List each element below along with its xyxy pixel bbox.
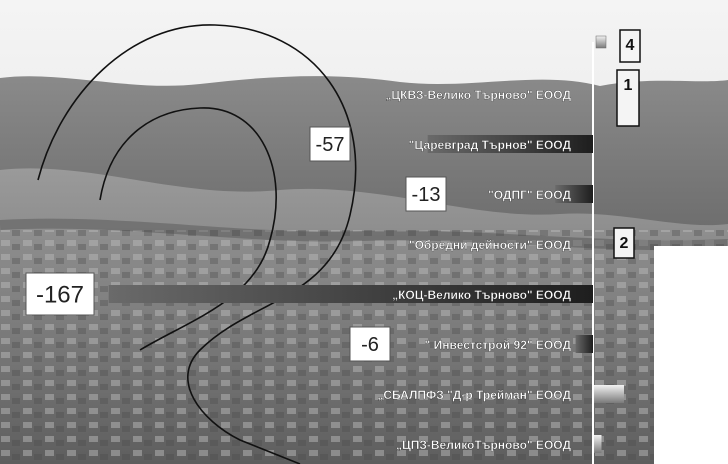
callout-labels: 4 1 2 — [595, 29, 641, 259]
category-label-7: „ЦПЗ-ВеликоТърново" ЕООД — [396, 438, 571, 452]
value-label-1: -57 — [316, 134, 345, 156]
white-panel — [654, 246, 728, 464]
value-label-2: -13 — [412, 184, 441, 206]
value-label-box-2 — [405, 176, 447, 212]
category-label-6: „СБАЛПФЗ "Д-р Трейман" ЕООД — [377, 388, 571, 402]
callout-label-0: 4 — [626, 37, 635, 54]
small-marker — [595, 35, 607, 49]
bar-4 — [108, 285, 593, 303]
callout-box-0 — [619, 29, 641, 63]
bar-2 — [555, 185, 593, 203]
callout-label-2: 2 — [620, 235, 629, 252]
category-label-5: " Инвестстрой 92" ЕООД — [425, 338, 572, 352]
category-labels: „ЦКВЗ-Велико Търново" ЕООД "Царевград Тър… — [377, 88, 571, 452]
value-label-box-4 — [25, 272, 95, 316]
callout-box-1 — [616, 69, 640, 127]
value-label-box-5 — [349, 326, 391, 362]
bar-6 — [594, 385, 624, 403]
value-labels: -57 -13 -167 -6 — [25, 126, 447, 362]
bar-5 — [575, 335, 593, 353]
category-label-3: "Обредни дейности" ЕООД — [409, 238, 572, 252]
value-label-4: -167 — [36, 282, 84, 309]
bar-7 — [594, 435, 602, 453]
category-label-0: „ЦКВЗ-Велико Търново" ЕООД — [385, 88, 571, 102]
value-label-5: -6 — [361, 334, 379, 356]
bars-group — [108, 135, 624, 453]
value-label-box-1 — [309, 126, 351, 162]
bar-1 — [427, 135, 593, 153]
category-label-1: "Царевград Търнов" ЕООД — [409, 138, 572, 152]
category-label-2: "ОДПГ" ЕООД — [488, 188, 571, 202]
callout-label-1: 1 — [624, 77, 633, 94]
category-label-4: „КОЦ-Велико Търново" ЕООД — [392, 288, 571, 302]
callout-box-2 — [613, 227, 635, 259]
question-mark-outline — [37, 24, 357, 464]
